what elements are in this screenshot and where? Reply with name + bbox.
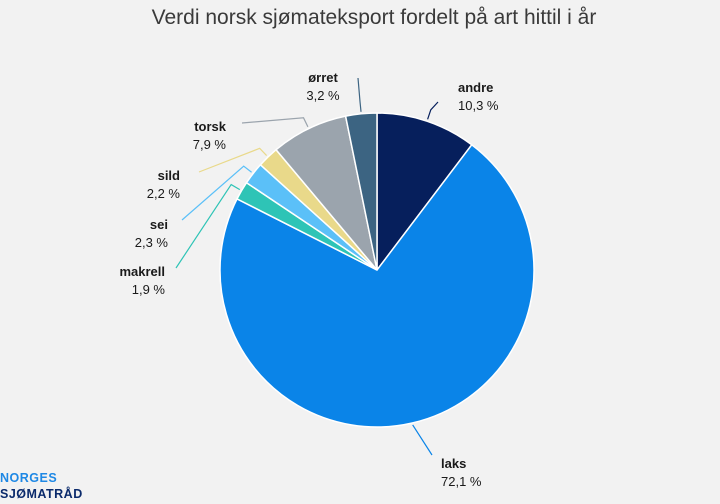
slice-value-sild: 2,2 % xyxy=(147,186,181,201)
slice-value-ørret: 3,2 % xyxy=(306,88,340,103)
pie-slice-andre xyxy=(376,112,473,273)
slice-value-laks: 72,1 % xyxy=(441,474,482,489)
pie-slice-laks xyxy=(219,143,535,428)
slice-label-laks: laks xyxy=(441,456,466,471)
slice-label-makrell: makrell xyxy=(119,264,165,279)
slice-value-makrell: 1,9 % xyxy=(132,282,166,297)
svg-text:SJØMATRÅD: SJØMATRÅD xyxy=(0,486,83,501)
slice-label-andre: andre xyxy=(458,80,493,95)
slice-label-torsk: torsk xyxy=(194,119,227,134)
leader-line-sild xyxy=(198,147,268,173)
slice-label-sild: sild xyxy=(158,168,180,183)
svg-text:NORGES: NORGES xyxy=(0,471,57,485)
leader-line-laks xyxy=(412,424,433,456)
slice-value-torsk: 7,9 % xyxy=(193,137,227,152)
slice-label-ørret: ørret xyxy=(308,70,338,85)
leader-line-sei xyxy=(181,165,252,221)
pie-slice-ørret xyxy=(344,112,378,271)
slice-label-sei: sei xyxy=(150,217,168,232)
norges-sjomatrad-logo: NORGES SJØMATRÅD xyxy=(0,471,83,501)
leader-line-torsk xyxy=(241,117,309,128)
leader-lines xyxy=(175,77,439,456)
chart-title: Verdi norsk sjømateksport fordelt på art… xyxy=(152,6,597,29)
leader-line-ørret xyxy=(357,77,362,112)
leader-line-andre xyxy=(427,101,439,120)
slice-value-andre: 10,3 % xyxy=(458,98,499,113)
leader-line-makrell xyxy=(175,183,241,269)
slice-labels: andre 10,3 % laks 72,1 % makrell 1,9 % sei 2,3 … xyxy=(119,70,498,489)
slice-value-sei: 2,3 % xyxy=(135,235,169,250)
pie-slices xyxy=(219,112,535,428)
